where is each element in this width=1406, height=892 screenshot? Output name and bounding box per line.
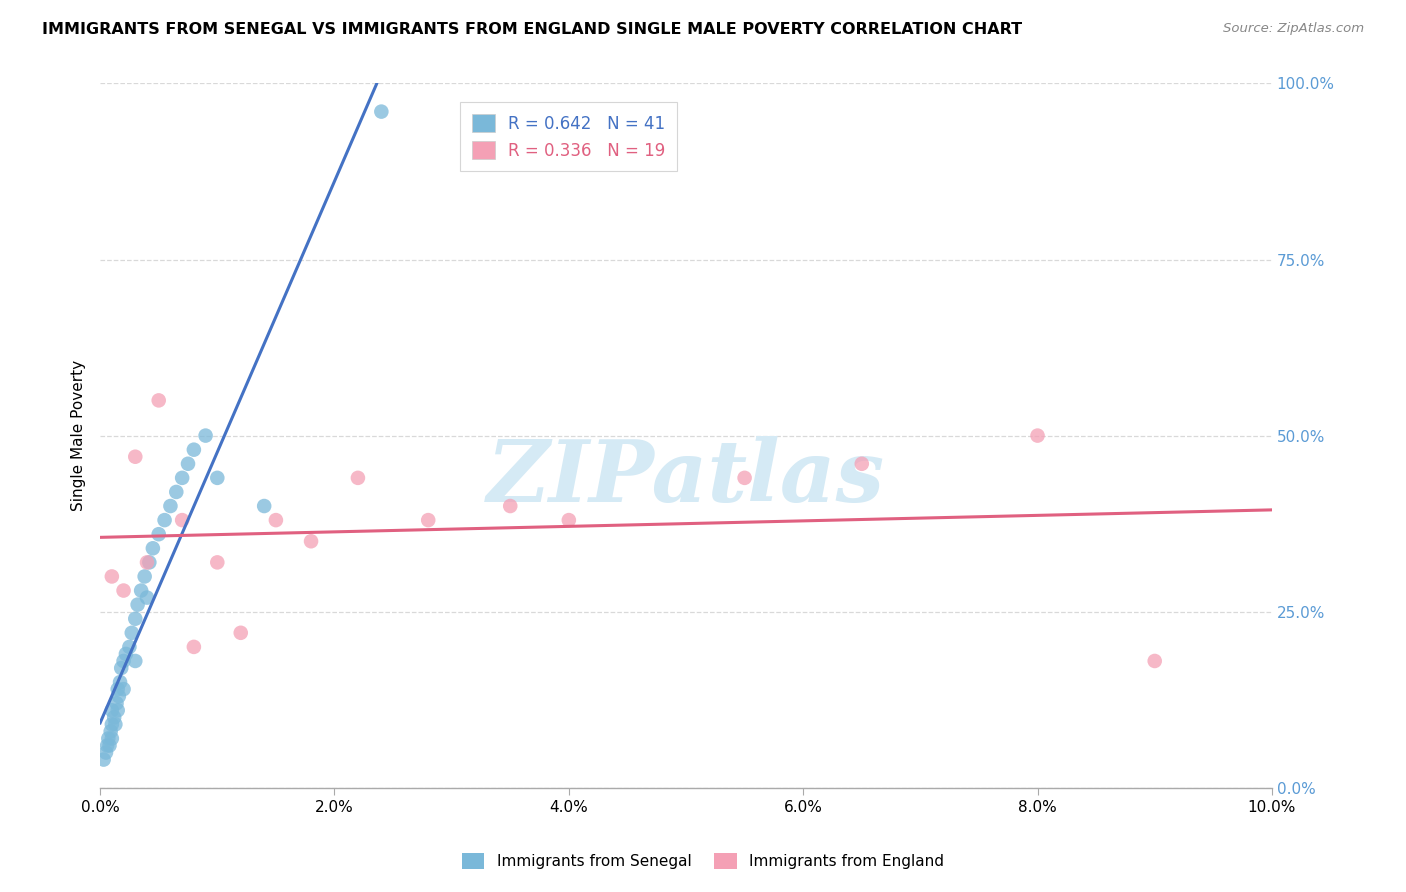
Point xyxy=(194,428,217,442)
Point xyxy=(136,555,159,569)
Point xyxy=(97,731,120,746)
Point xyxy=(105,696,128,710)
Point xyxy=(124,450,146,464)
Point xyxy=(104,717,127,731)
Text: IMMIGRANTS FROM SENEGAL VS IMMIGRANTS FROM ENGLAND SINGLE MALE POVERTY CORRELATI: IMMIGRANTS FROM SENEGAL VS IMMIGRANTS FR… xyxy=(42,22,1022,37)
Point xyxy=(108,689,131,703)
Point xyxy=(101,731,124,746)
Point xyxy=(124,654,146,668)
Point xyxy=(94,746,117,760)
Point xyxy=(134,569,156,583)
Point xyxy=(129,583,152,598)
Point xyxy=(558,513,581,527)
Point xyxy=(499,499,522,513)
Point xyxy=(347,471,370,485)
Point xyxy=(101,703,124,717)
Point xyxy=(112,583,135,598)
Point xyxy=(121,625,143,640)
Point xyxy=(115,647,138,661)
Point xyxy=(127,598,149,612)
Point xyxy=(253,499,276,513)
Text: ZIPatlas: ZIPatlas xyxy=(486,436,884,520)
Point xyxy=(138,555,160,569)
Point xyxy=(107,682,129,697)
Point xyxy=(299,534,322,549)
Point xyxy=(112,654,135,668)
Text: Source: ZipAtlas.com: Source: ZipAtlas.com xyxy=(1223,22,1364,36)
Point xyxy=(851,457,873,471)
Point xyxy=(153,513,176,527)
Point xyxy=(183,640,205,654)
Point xyxy=(108,675,131,690)
Point xyxy=(1026,428,1049,442)
Point xyxy=(165,485,187,500)
Point xyxy=(107,703,129,717)
Point xyxy=(100,724,122,739)
Point xyxy=(101,717,124,731)
Legend: R = 0.642   N = 41, R = 0.336   N = 19: R = 0.642 N = 41, R = 0.336 N = 19 xyxy=(460,103,678,171)
Point xyxy=(183,442,205,457)
Point xyxy=(172,471,194,485)
Point xyxy=(148,527,170,541)
Point xyxy=(148,393,170,408)
Point xyxy=(229,625,252,640)
Point xyxy=(93,753,115,767)
Point xyxy=(142,541,165,556)
Point xyxy=(159,499,181,513)
Point xyxy=(207,471,229,485)
Point xyxy=(734,471,756,485)
Point xyxy=(1143,654,1166,668)
Point xyxy=(418,513,440,527)
Point xyxy=(172,513,194,527)
Point xyxy=(103,710,125,724)
Point xyxy=(110,661,132,675)
Point xyxy=(207,555,229,569)
Point xyxy=(98,739,121,753)
Point xyxy=(264,513,287,527)
Point xyxy=(136,591,159,605)
Point xyxy=(177,457,200,471)
Legend: Immigrants from Senegal, Immigrants from England: Immigrants from Senegal, Immigrants from… xyxy=(456,847,950,875)
Point xyxy=(112,682,135,697)
Y-axis label: Single Male Poverty: Single Male Poverty xyxy=(72,360,86,511)
Point xyxy=(124,612,146,626)
Point xyxy=(118,640,141,654)
Point xyxy=(370,104,392,119)
Point xyxy=(101,569,124,583)
Point xyxy=(96,739,118,753)
